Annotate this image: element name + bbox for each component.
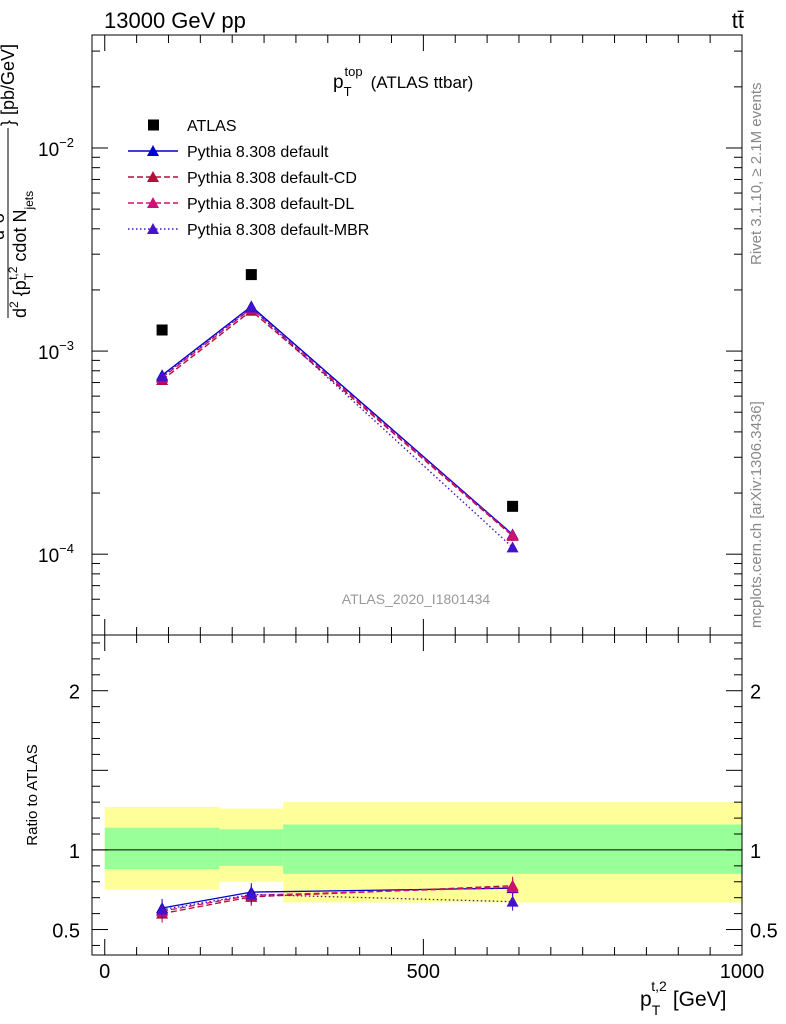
ratio-y-tick-label-right: 2	[750, 682, 761, 704]
svg-text:d2σfid: d2σfid	[0, 200, 8, 241]
plot-title-sub: T	[344, 84, 352, 99]
ratio-ticks: 0.5 0.5 1 1 2 2 0 500 1000	[52, 635, 778, 983]
mc-point-4	[156, 370, 169, 382]
legend-marker	[148, 119, 159, 131]
legend-label: Pythia 8.308 default	[187, 144, 329, 161]
svg-text:d2 {pTt,2 cdot Njets: d2 {pTt,2 cdot Njets	[6, 191, 36, 318]
header-right: tt̄	[732, 8, 744, 33]
ratio-point-2	[506, 881, 519, 893]
legend-label: Pythia 8.308 default-CD	[187, 170, 357, 187]
legend-marker	[147, 171, 159, 182]
rivet-label: Rivet 3.1.10, ≥ 2.1M events	[748, 83, 765, 266]
ratio-y-tick-label: 0.5	[52, 921, 80, 943]
ratio-ylabel: Ratio to ATLAS	[24, 744, 41, 845]
mc-point-3	[506, 529, 519, 541]
x-tick-label: 500	[407, 961, 440, 983]
mc-point-4	[506, 541, 519, 553]
uncertainty-band-inner	[104, 827, 220, 870]
ratio-y-tick-label: 1	[69, 841, 80, 863]
ratio-panel: 0.5 0.5 1 1 2 2 0 500 1000 Ratio to ATLAS pTt,2[…	[24, 634, 778, 1018]
ratio-line-3	[161, 893, 513, 911]
ratio-point-3	[245, 888, 258, 900]
mc-line-1	[161, 305, 514, 536]
ratio-point-3	[506, 895, 519, 907]
y-tick-label: 10−4	[38, 541, 74, 567]
y-tick-label: 10−2	[38, 135, 74, 161]
ratio-data	[156, 876, 519, 923]
legend-label: Pythia 8.308 default-DL	[187, 196, 354, 213]
legend-marker	[147, 197, 159, 208]
x-tick-label: 1000	[720, 961, 765, 983]
main-ticks: 10−4 10−3 10−2	[38, 35, 743, 636]
legend-label: Pythia 8.308 default-MBR	[187, 222, 369, 239]
mc-line-2	[161, 309, 514, 537]
mcplots-label: mcplots.cern.ch [arXiv:1306.3436]	[748, 401, 765, 628]
legend-marker	[147, 223, 159, 234]
x-tick-label: 0	[99, 961, 110, 983]
y-tick-label: 10−3	[38, 338, 74, 364]
main-data	[156, 269, 519, 553]
main-ylabel: d2 {pTt,2 cdot Njets d2σfid } [pb/GeV]	[0, 44, 36, 318]
mc-line-3	[161, 307, 514, 536]
ratio-point-3	[156, 903, 169, 915]
legend: ATLAS Pythia 8.308 default Pythia 8.308 de…	[128, 118, 369, 239]
ratio-y-tick-label-right: 1	[750, 841, 761, 863]
atlas-point	[245, 269, 257, 281]
atlas-point	[156, 324, 168, 336]
analysis-watermark: ATLAS_2020_I1801434	[342, 591, 491, 607]
ratio-y-tick-label: 2	[69, 682, 80, 704]
ratio-bands	[104, 802, 742, 903]
main-panel: 10−4 10−3 10−2 pTtop(ATLAS ttbar) ATLAS Pyt…	[0, 34, 743, 636]
mc-line-4	[161, 306, 514, 548]
header-left: 13000 GeV pp	[104, 8, 246, 33]
svg-text:} [pb/GeV]: } [pb/GeV]	[0, 44, 18, 126]
ratio-frame	[91, 634, 743, 956]
uncertainty-band-inner	[219, 829, 284, 866]
mc-point-4	[245, 301, 258, 313]
ratio-xlabel: pTt,2[GeV]	[640, 978, 727, 1018]
ratio-y-tick-label-right: 0.5	[750, 921, 778, 943]
plot-title-sup: top	[345, 64, 363, 79]
uncertainty-band-inner	[283, 824, 742, 874]
plot-title: pTtop(ATLAS ttbar)	[333, 64, 473, 99]
legend-marker	[147, 145, 159, 156]
legend-label: ATLAS	[187, 118, 237, 135]
atlas-point	[507, 500, 519, 512]
